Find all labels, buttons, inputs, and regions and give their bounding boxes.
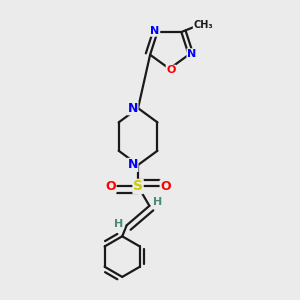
Text: CH₃: CH₃	[193, 20, 213, 30]
Text: O: O	[166, 65, 176, 75]
Text: H: H	[114, 219, 124, 229]
Text: O: O	[105, 180, 116, 193]
Text: S: S	[133, 179, 143, 194]
Text: N: N	[128, 158, 138, 171]
Text: H: H	[152, 197, 162, 207]
Text: N: N	[128, 102, 138, 115]
Text: N: N	[151, 26, 160, 36]
Text: N: N	[187, 49, 196, 59]
Text: O: O	[160, 180, 171, 193]
